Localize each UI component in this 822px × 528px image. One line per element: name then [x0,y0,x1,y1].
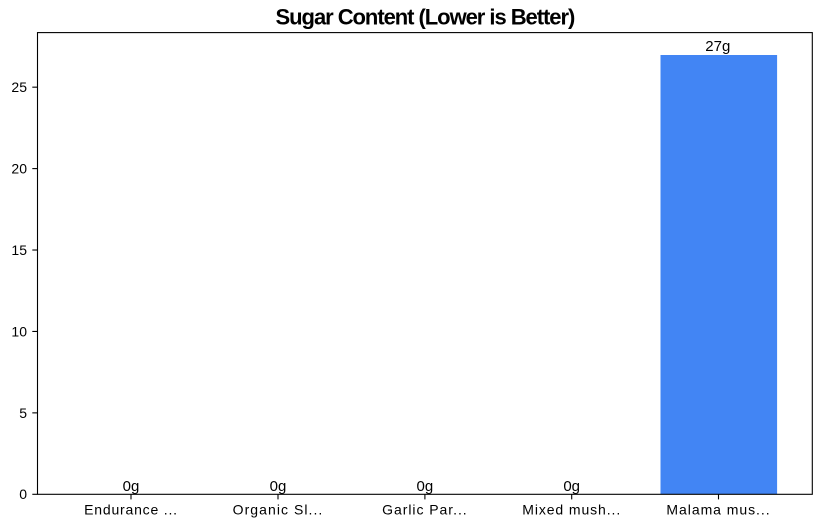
svg-text:0: 0 [19,486,27,502]
svg-text:15: 15 [11,242,27,258]
svg-text:Sugar Content (Lower is Better: Sugar Content (Lower is Better) [276,5,575,30]
svg-text:10: 10 [11,323,27,339]
svg-text:Malama mus...: Malama mus... [666,501,770,517]
svg-text:5: 5 [19,405,27,421]
svg-text:Mixed mush...: Mixed mush... [522,501,621,517]
svg-text:0g: 0g [417,478,434,495]
svg-text:0g: 0g [563,478,580,495]
svg-text:0g: 0g [270,478,287,495]
svg-text:0g: 0g [123,478,140,495]
svg-text:Organic Sl...: Organic Sl... [233,501,324,517]
svg-text:25: 25 [11,79,27,95]
svg-text:Endurance ...: Endurance ... [84,501,178,517]
svg-text:Garlic Par...: Garlic Par... [382,501,467,517]
svg-text:27g: 27g [705,38,730,55]
svg-text:20: 20 [11,161,27,177]
